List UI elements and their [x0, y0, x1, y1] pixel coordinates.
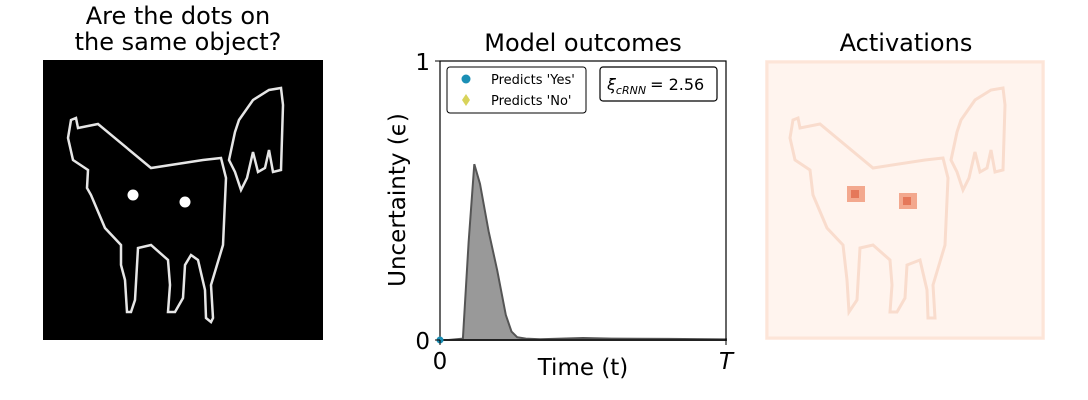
activations-heatmap: [765, 60, 1045, 340]
x-tick-label-T: T: [719, 349, 735, 375]
horse-outlines-drawing: [43, 60, 323, 340]
legend-yes-marker: [461, 74, 471, 84]
stimulus-image: [43, 60, 323, 340]
uncertainty-area: [440, 163, 727, 341]
x-axis-label: Time (t): [537, 355, 629, 381]
y-axis-label: Uncertainty (ϵ): [385, 113, 411, 287]
dot-left: [127, 189, 139, 201]
legend-yes-label: Predicts 'Yes': [491, 73, 575, 88]
x-tick-label-0: 0: [433, 349, 448, 375]
legend-no-label: Predicts 'No': [491, 94, 572, 109]
y-tick-label-1: 1: [415, 50, 430, 76]
legend-box: [446, 66, 587, 114]
stimulus-title: Are the dots on the same object?: [74, 2, 282, 56]
plot-frame: [439, 60, 727, 341]
xi-annotation: ξcRNN = 2.56: [606, 75, 704, 97]
dot-right: [179, 196, 191, 208]
legend-no-marker: [462, 94, 470, 106]
y-tick-label-0: 0: [415, 329, 430, 355]
activations-title: Activations: [839, 29, 973, 57]
xi-annotation-box: [599, 66, 718, 102]
chart-title: Model outcomes: [484, 29, 682, 57]
activations-drawing: [765, 60, 1045, 340]
